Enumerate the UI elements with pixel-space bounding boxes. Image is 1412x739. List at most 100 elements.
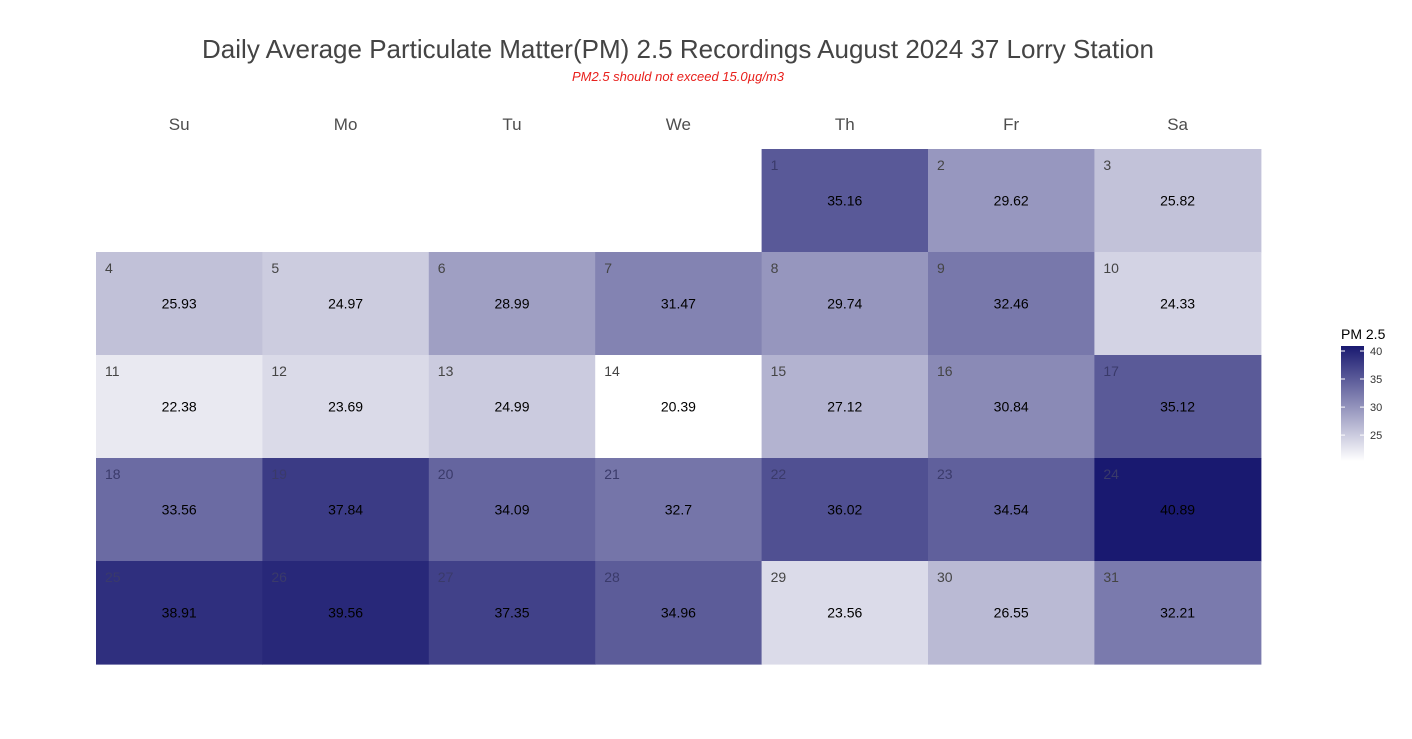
day-value-label: 32.7	[665, 502, 692, 518]
day-value-label: 39.56	[328, 605, 363, 621]
day-cell-1: 135.16	[761, 149, 929, 253]
day-value-label: 22.38	[162, 399, 197, 415]
day-value-label: 40.89	[1160, 502, 1195, 518]
weekday-label-th: Th	[835, 115, 855, 134]
day-number: 3	[1103, 157, 1111, 173]
day-cell-3: 325.82	[1094, 149, 1262, 253]
color-legend: PM 2.5 25 30 35 40	[1341, 326, 1386, 461]
day-number: 10	[1103, 260, 1119, 276]
day-number: 1	[771, 157, 779, 173]
day-number: 11	[105, 363, 120, 379]
day-cell-fill	[262, 458, 430, 562]
day-cell-fill	[761, 458, 929, 562]
day-number: 29	[771, 569, 787, 585]
day-cell-fill	[262, 252, 430, 356]
day-value-label: 30.84	[994, 399, 1029, 415]
day-cell-fill	[262, 561, 430, 665]
day-cell-9: 932.46	[928, 252, 1095, 356]
day-number: 4	[105, 260, 113, 276]
legend-tick-label: 35	[1370, 374, 1382, 386]
day-number: 23	[937, 466, 953, 482]
day-cell-fill	[928, 355, 1095, 459]
day-cell-30: 30 26.55	[928, 561, 1095, 665]
day-number: 16	[937, 363, 953, 379]
day-number: 5	[271, 260, 279, 276]
day-cell-fill	[761, 149, 929, 253]
day-value-label: 34.96	[661, 605, 696, 621]
day-cell-12: 12 23.69	[262, 355, 430, 459]
day-value-label: 35.12	[1160, 399, 1195, 415]
day-cell-fill	[595, 561, 763, 665]
day-cell-23: 23 34.54	[928, 458, 1095, 562]
legend-tick-label: 25	[1370, 430, 1382, 442]
day-cell-fill	[1094, 355, 1262, 459]
day-cell-fill	[428, 252, 596, 356]
day-value-label: 32.21	[1160, 605, 1195, 621]
day-cell-fill	[96, 355, 263, 459]
day-cell-fill	[1094, 458, 1262, 562]
day-cell-fill	[1094, 561, 1262, 665]
day-number: 18	[105, 466, 121, 482]
day-cell-fill	[761, 561, 929, 665]
day-number: 14	[604, 363, 620, 379]
day-value-label: 37.35	[494, 605, 529, 621]
day-cell-26: 26 39.56	[262, 561, 430, 665]
day-value-label: 24.97	[328, 296, 363, 312]
day-cell-4: 425.93	[96, 252, 263, 356]
day-cell-fill	[96, 561, 263, 665]
day-number: 31	[1103, 569, 1119, 585]
day-value-label: 35.16	[827, 193, 862, 209]
weekday-label-we: We	[666, 115, 691, 134]
legend-colorbar	[1341, 346, 1364, 461]
chart-subtitle: PM2.5 should not exceed 15.0µg/m3	[572, 69, 785, 84]
day-cell-11: 11 22.38	[96, 355, 263, 459]
day-cell-10: 10 24.33	[1094, 252, 1262, 356]
day-cell-16: 16 30.84	[928, 355, 1095, 459]
day-value-label: 36.02	[827, 502, 862, 518]
day-value-label: 28.99	[494, 296, 529, 312]
day-cell-fill	[428, 458, 596, 562]
day-cell-fill	[595, 458, 763, 562]
day-cell-fill	[928, 149, 1095, 253]
legend-tick-label: 30	[1370, 402, 1382, 414]
day-cell-fill	[761, 355, 929, 459]
day-cell-fill	[428, 355, 596, 459]
day-cell-fill	[928, 252, 1095, 356]
day-number: 8	[771, 260, 779, 276]
day-value-label: 25.93	[162, 296, 197, 312]
day-value-label: 33.56	[162, 502, 197, 518]
day-number: 24	[1103, 466, 1119, 482]
day-cell-28: 28 34.96	[595, 561, 763, 665]
day-value-label: 31.47	[661, 296, 696, 312]
day-cell-19: 19 37.84	[262, 458, 430, 562]
day-number: 30	[937, 569, 953, 585]
day-cell-fill	[761, 252, 929, 356]
day-value-label: 23.69	[328, 399, 363, 415]
day-number: 20	[438, 466, 454, 482]
day-value-label: 20.39	[661, 399, 696, 415]
day-cell-18: 18 33.56	[96, 458, 263, 562]
day-cell-fill	[928, 561, 1095, 665]
day-number: 26	[271, 569, 287, 585]
day-cell-fill	[595, 355, 763, 459]
day-cell-20: 20 34.09	[428, 458, 596, 562]
day-value-label: 27.12	[827, 399, 862, 415]
day-cell-fill	[96, 458, 263, 562]
day-number: 15	[771, 363, 787, 379]
day-value-label: 38.91	[162, 605, 197, 621]
day-cell-fill	[1094, 149, 1262, 253]
day-value-label: 29.74	[827, 296, 862, 312]
day-cell-fill	[1094, 252, 1262, 356]
day-cell-13: 13 24.99	[428, 355, 596, 459]
legend-tick-label: 40	[1370, 346, 1382, 358]
day-cell-fill	[428, 561, 596, 665]
day-value-label: 26.55	[994, 605, 1029, 621]
day-cell-fill	[595, 252, 763, 356]
day-value-label: 34.09	[494, 502, 529, 518]
chart-title: Daily Average Particulate Matter(PM) 2.5…	[202, 34, 1154, 64]
day-cell-31: 31 32.21	[1094, 561, 1262, 665]
day-cell-17: 17 35.12	[1094, 355, 1262, 459]
weekday-label-sa: Sa	[1167, 115, 1188, 134]
day-number: 9	[937, 260, 945, 276]
day-number: 25	[105, 569, 121, 585]
